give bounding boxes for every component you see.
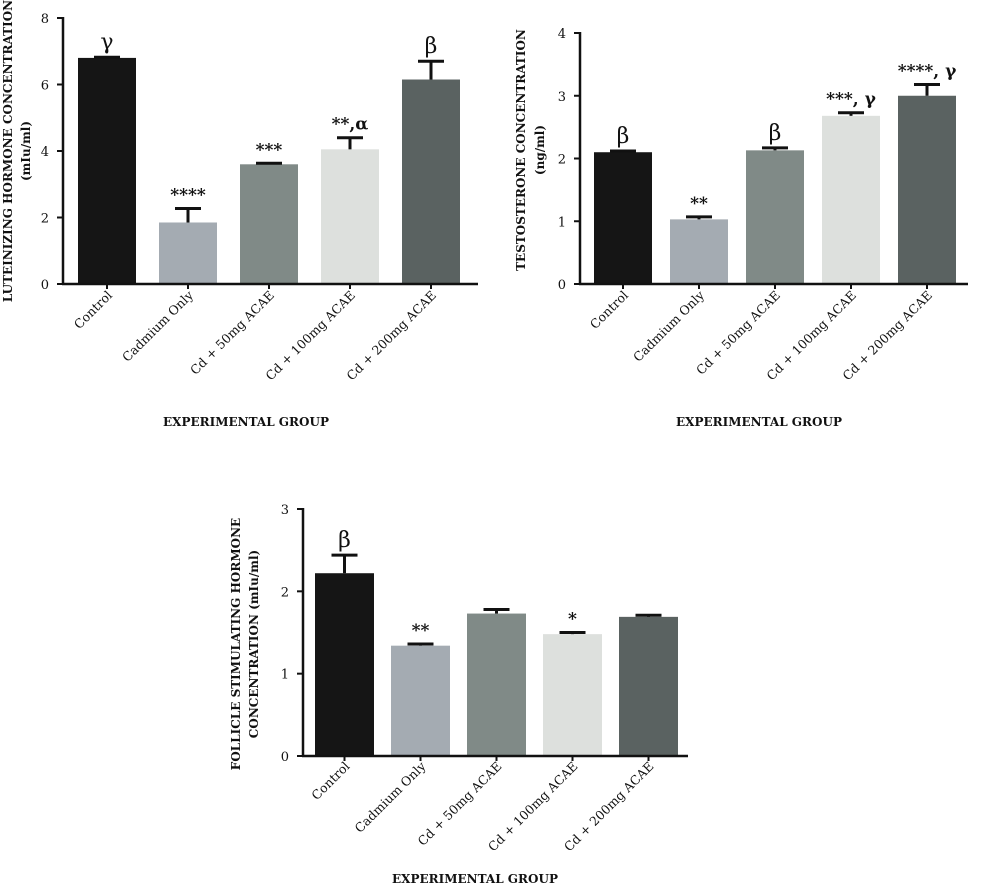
y-tick-label: 0: [281, 750, 289, 765]
y-tick-label: 1: [281, 668, 289, 683]
bar: [315, 573, 374, 756]
bar: [822, 115, 880, 284]
y-axis-title: CONCENTRATION (mIu/ml): [247, 550, 261, 738]
significance-label: γ: [100, 30, 113, 55]
significance-label: ****, γ: [898, 61, 957, 81]
category-label: Control: [308, 759, 352, 803]
significance-label: ***, γ: [826, 90, 877, 110]
bar: [240, 164, 298, 284]
category-label: Cadmium Only: [630, 287, 708, 365]
bar: [898, 95, 956, 284]
bar: [619, 616, 678, 756]
x-axis-title: EXPERIMENTAL GROUP: [163, 415, 329, 429]
lh-chart: γ Control **** Cadmium Only *** Cd + 50mg ACA…: [1, 0, 478, 429]
y-tick-label: 4: [558, 27, 566, 42]
y-tick-label: 3: [558, 90, 566, 105]
category-label: Cd + 50mg ACAE: [187, 288, 277, 378]
category-label: Cadmium Only: [119, 287, 197, 365]
y-tick-label: 2: [281, 585, 289, 600]
bar: [391, 645, 450, 756]
significance-label: ***: [256, 140, 283, 160]
significance-label: **: [412, 621, 430, 641]
category-label: Cadmium Only: [351, 758, 429, 836]
y-tick-label: 6: [41, 79, 49, 94]
significance-label: **,α: [332, 115, 369, 135]
significance-label: **: [690, 194, 708, 214]
bar: [321, 149, 379, 284]
y-axis-title: FOLLICLE STIMULATING HORMONE: [229, 518, 243, 770]
category-label: Control: [587, 288, 631, 332]
testosterone-chart: β Control ** Cadmium Only β Cd + 50mg ACAE ***…: [514, 27, 968, 429]
significance-label: β: [617, 124, 630, 149]
y-axis-title: TESTOSTERONE CONCENTRATION: [514, 29, 528, 271]
category-label: Cd + 50mg ACAE: [693, 288, 783, 378]
bar: [670, 219, 728, 284]
bar: [543, 634, 602, 756]
bar: [159, 222, 217, 284]
y-tick-label: 1: [558, 215, 566, 230]
bar: [402, 79, 460, 284]
category-label: Cd + 200mg ACAE: [343, 288, 439, 384]
significance-label: β: [338, 528, 351, 553]
significance-label: *: [568, 610, 577, 630]
bar: [594, 152, 652, 284]
y-tick-label: 8: [41, 12, 49, 27]
significance-label: ****: [170, 186, 206, 206]
x-axis-title: EXPERIMENTAL GROUP: [676, 415, 842, 429]
category-label: Cd + 50mg ACAE: [414, 759, 504, 849]
y-axis-title: (mIu/ml): [19, 121, 33, 181]
y-tick-label: 2: [41, 212, 49, 227]
category-label: Control: [71, 288, 115, 332]
y-tick-label: 3: [281, 503, 289, 518]
significance-label: β: [425, 34, 438, 59]
y-tick-label: 4: [41, 145, 49, 160]
y-axis-title: LUTEINIZING HORMONE CONCENTRATION: [1, 0, 15, 302]
bar: [467, 613, 526, 756]
y-tick-label: 2: [558, 153, 566, 168]
bar: [746, 150, 804, 284]
y-tick-label: 0: [41, 278, 49, 293]
y-tick-label: 0: [558, 278, 566, 293]
x-axis-title: EXPERIMENTAL GROUP: [392, 872, 558, 886]
significance-label: β: [769, 121, 782, 146]
y-axis-title: (ng/ml): [533, 125, 547, 175]
category-label: Cd + 100mg ACAE: [262, 288, 358, 384]
bar: [78, 57, 136, 285]
